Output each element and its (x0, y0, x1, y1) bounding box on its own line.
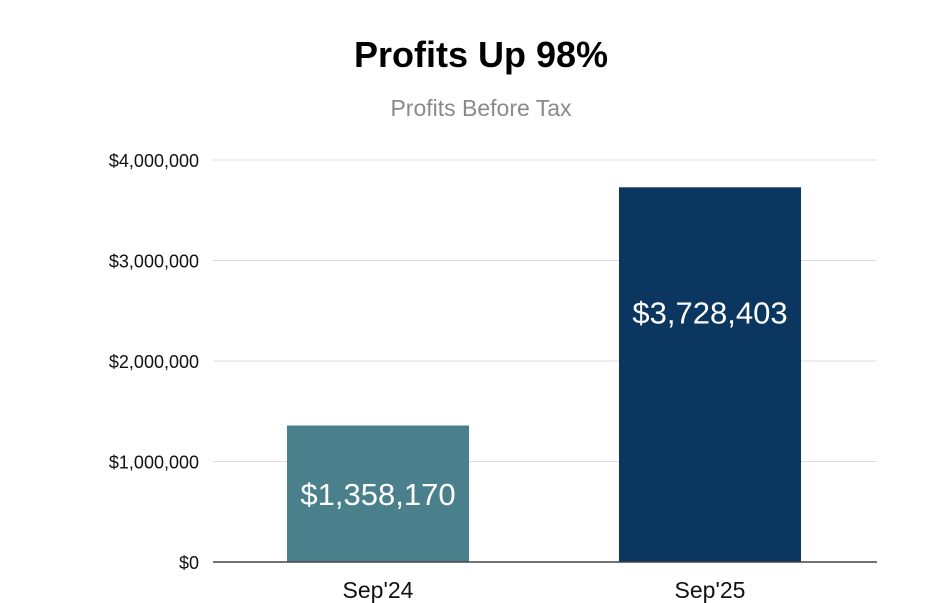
chart-subtitle: Profits Before Tax (390, 95, 572, 121)
y-tick-label: $1,000,000 (109, 453, 199, 473)
y-tick-label: $0 (179, 553, 199, 573)
x-tick-label: Sep'25 (675, 577, 746, 603)
data-label: $1,358,170 (300, 477, 455, 512)
chart-title: Profits Up 98% (353, 34, 609, 75)
bar-1 (619, 187, 801, 562)
bar-0 (287, 425, 469, 562)
y-tick-label: $3,000,000 (109, 252, 199, 272)
y-tick-label: $2,000,000 (109, 352, 199, 372)
y-tick-label: $4,000,000 (109, 151, 199, 171)
data-label: $3,728,403 (632, 296, 787, 331)
x-tick-label: Sep'24 (343, 577, 414, 603)
